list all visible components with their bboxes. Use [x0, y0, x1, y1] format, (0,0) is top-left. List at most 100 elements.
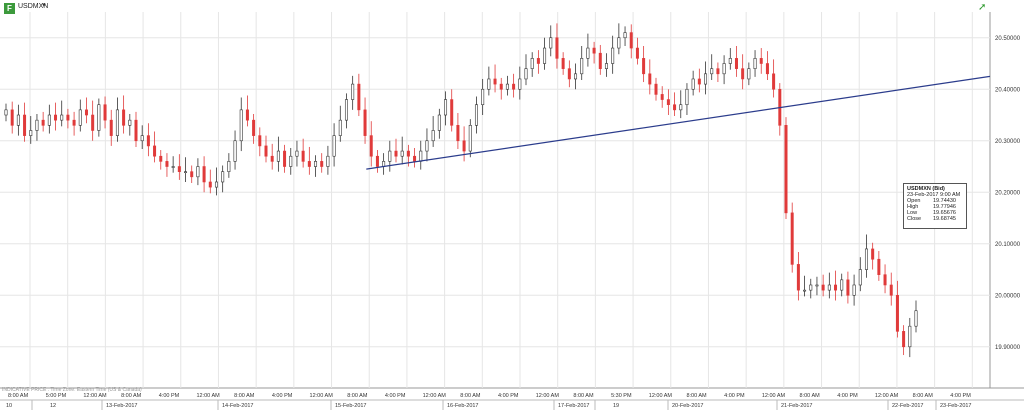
candle-body [586, 47, 590, 59]
candle-body [499, 83, 503, 90]
candle-body [128, 119, 132, 126]
candle-body [877, 258, 881, 275]
x-tick-label: 8:00 AM [460, 393, 481, 399]
x-tick-label: 4:00 PM [385, 393, 406, 399]
candle-body [363, 109, 367, 136]
candle-body [611, 47, 615, 64]
candle-body [245, 109, 249, 121]
candle-body [344, 99, 348, 121]
candle-body [673, 104, 677, 111]
candle-body [326, 155, 330, 167]
candle-body [60, 114, 64, 121]
x-tick-label: 8:00 AM [234, 393, 255, 399]
candle-body [487, 78, 491, 90]
footnote: INDICATIVE PRICE . Time Zone: Eastern Ti… [2, 387, 142, 393]
candle-body [623, 32, 627, 39]
candle-body [753, 58, 757, 69]
candle-body [543, 47, 547, 64]
x-axis: 8:00 AM 5:00 PM 12:00 AM 8:00 AM 4:00 PM 12:0… [0, 393, 1024, 410]
x-tick-label: 12:00 AM [536, 393, 560, 399]
candle-body [790, 212, 794, 265]
x-date-label: 21-Feb-2017 [781, 403, 813, 409]
candle-body [654, 83, 658, 95]
candle-body [840, 279, 844, 291]
candle-body [765, 63, 769, 75]
candle-body [895, 294, 899, 332]
candle-body [679, 104, 683, 111]
chevron-down-icon[interactable]: ▼ [41, 3, 47, 9]
tooltip-row-high: High 19.77946 [907, 204, 956, 210]
candle-body [23, 114, 27, 136]
x-date-label: 12 [50, 403, 56, 409]
candle-body [35, 119, 39, 131]
candle-body [165, 161, 169, 167]
candle-body [567, 68, 571, 80]
x-tick-label: 12:00 AM [196, 393, 220, 399]
candle-body [388, 150, 392, 162]
candle-body [660, 94, 664, 100]
candle-body [505, 83, 509, 90]
candle-body [338, 119, 342, 136]
x-tick-label: 5:30 PM [611, 393, 632, 399]
chart-header: F USDMXN ▼ ➚ [0, 0, 1024, 18]
candle-body [864, 248, 868, 270]
candle-body [97, 104, 101, 131]
x-tick-label: 4:00 PM [272, 393, 293, 399]
candle-body [815, 284, 819, 287]
candle-body [177, 166, 181, 172]
candle-body [468, 125, 472, 152]
x-tick-label: 8:00 AM [8, 393, 29, 399]
candle-body [171, 166, 175, 168]
candle-body [524, 68, 528, 80]
pin-icon[interactable]: ➚ [978, 2, 987, 13]
candle-body [233, 140, 237, 162]
x-tick-label: 4:00 PM [159, 393, 180, 399]
candle-body [474, 104, 478, 126]
candle-body [481, 88, 485, 106]
x-tick-label: 12:00 AM [310, 393, 334, 399]
y-axis: 19.90000 20.00000 20.10000 20.20000 20.30000… [995, 36, 1021, 351]
candle-body [604, 63, 608, 69]
symbol-icon[interactable]: F [4, 3, 15, 14]
x-tick-label: 5:00 PM [46, 393, 67, 399]
x-tick-label: 8:00 AM [573, 393, 594, 399]
x-tick-label: 8:00 AM [800, 393, 821, 399]
x-tick-label: 8:00 AM [347, 393, 368, 399]
candle-body [84, 109, 88, 116]
trendline [366, 75, 991, 170]
candle-body [190, 171, 194, 178]
candle-body [809, 284, 813, 291]
symbol-label[interactable]: USDMXN [18, 3, 49, 10]
x-date-label: 16-Feb-2017 [447, 403, 479, 409]
candle-body [301, 150, 305, 162]
candle-body [72, 119, 76, 126]
tooltip-row-low: Low 19.65676 [907, 210, 956, 216]
candle-body [320, 161, 324, 167]
candle-body [314, 161, 318, 167]
candle-body [592, 47, 596, 54]
candle-body [549, 37, 553, 49]
candle-body [580, 58, 584, 75]
price-tooltip: USDMXN (Bid) 23-Feb-2017 9:00 AM Open 19.… [903, 183, 967, 229]
candle-body [908, 325, 912, 348]
x-tick-label: 8:00 AM [121, 393, 142, 399]
candle-body [115, 109, 119, 136]
candle-body [512, 83, 516, 90]
candle-body [66, 114, 70, 121]
x-date-label: 22-Feb-2017 [892, 403, 924, 409]
candle-body [518, 78, 522, 90]
y-tick-label: 20.50000 [995, 36, 1021, 42]
candle-body [827, 284, 831, 291]
candle-body [642, 58, 646, 75]
candle-body [16, 114, 20, 126]
candle-body [852, 284, 856, 296]
candle-body [109, 119, 113, 136]
candle-body [536, 58, 540, 64]
candle-body [697, 78, 701, 85]
candle-body [196, 166, 200, 178]
x-date-label: 20-Feb-2017 [672, 403, 704, 409]
candle-body [803, 289, 807, 292]
x-date-label: 13-Feb-2017 [106, 403, 138, 409]
y-tick-label: 19.90000 [995, 345, 1021, 351]
